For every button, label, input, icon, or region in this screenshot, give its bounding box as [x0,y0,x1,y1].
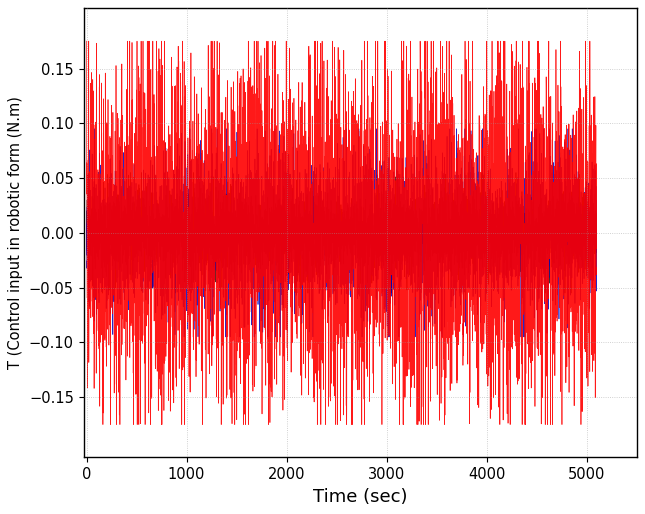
Y-axis label: T (Control input in robotic form (N.m): T (Control input in robotic form (N.m) [8,97,23,369]
X-axis label: Time (sec): Time (sec) [313,488,408,506]
